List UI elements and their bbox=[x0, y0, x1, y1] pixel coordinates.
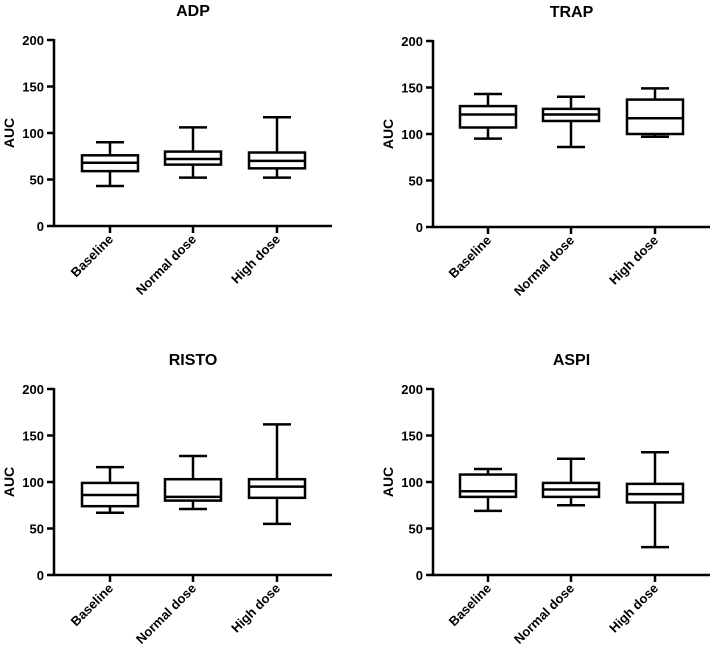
risto-y-axis-label: AUC bbox=[1, 467, 17, 497]
aspi-box-high-dose bbox=[625, 450, 685, 549]
risto-y-tick-label: 0 bbox=[37, 568, 44, 583]
iqr-box bbox=[625, 98, 685, 136]
aspi-title: ASPI bbox=[553, 352, 590, 369]
trap-y-tick-label: 100 bbox=[401, 127, 423, 142]
aspi-y-axis-label: AUC bbox=[380, 467, 396, 497]
trap-title: TRAP bbox=[550, 4, 594, 21]
trap-category-label: Baseline bbox=[446, 233, 494, 281]
iqr-box bbox=[163, 477, 223, 502]
risto-y-tick-label: 100 bbox=[22, 475, 44, 490]
trap-y-tick-label: 150 bbox=[401, 81, 423, 96]
adp-y-axis-label: AUC bbox=[1, 118, 17, 148]
adp-y-tick-label: 200 bbox=[22, 33, 44, 48]
aspi-y-tick-label: 100 bbox=[401, 475, 423, 490]
risto-category-label: Normal dose bbox=[133, 581, 199, 647]
trap-box-high-dose bbox=[625, 87, 685, 139]
iqr-box bbox=[247, 477, 307, 500]
adp-y-tick-label: 50 bbox=[30, 173, 44, 188]
panel-adp: ADP AUC 0 50 100 150 200 Baseline Normal dose Hig… bbox=[1, 3, 332, 298]
adp-category-label: Baseline bbox=[68, 232, 116, 280]
trap-y-tick-label: 200 bbox=[401, 34, 423, 49]
panel-aspi: ASPI AUC 0 50 100 150 200 Baseline Normal dose Hi… bbox=[380, 352, 710, 647]
adp-y-tick-label: 100 bbox=[22, 126, 44, 141]
aspi-y-tick-label: 0 bbox=[416, 568, 423, 583]
trap-category-label: Normal dose bbox=[511, 233, 577, 299]
adp-box-normal-dose bbox=[163, 126, 223, 179]
risto-box-normal-dose bbox=[163, 454, 223, 511]
aspi-y-tick-label: 150 bbox=[401, 429, 423, 444]
aspi-category-label: Normal dose bbox=[511, 581, 577, 647]
iqr-box bbox=[458, 104, 518, 129]
risto-box-baseline bbox=[80, 465, 140, 514]
risto-title: RISTO bbox=[169, 352, 218, 369]
trap-category-label: High dose bbox=[606, 233, 661, 288]
trap-y-tick-label: 0 bbox=[416, 220, 423, 235]
risto-box-high-dose bbox=[247, 423, 307, 526]
trap-box-normal-dose bbox=[541, 95, 601, 149]
adp-category-label: Normal dose bbox=[133, 232, 199, 298]
trap-y-tick-label: 50 bbox=[409, 174, 423, 189]
trap-box-baseline bbox=[458, 92, 518, 140]
risto-category-label: Baseline bbox=[68, 581, 116, 629]
panel-trap: TRAP AUC 0 50 100 150 200 Baseline Normal dose Hi… bbox=[380, 4, 710, 299]
risto-y-tick-label: 50 bbox=[30, 522, 44, 537]
trap-y-axis-label: AUC bbox=[380, 119, 396, 149]
adp-y-tick-label: 0 bbox=[37, 219, 44, 234]
adp-y-tick-label: 150 bbox=[22, 80, 44, 95]
aspi-category-label: Baseline bbox=[446, 581, 494, 629]
adp-title: ADP bbox=[176, 3, 210, 20]
panel-risto: RISTO AUC 0 50 100 150 200 Baseline Normal dose H… bbox=[1, 352, 332, 647]
aspi-box-baseline bbox=[458, 467, 518, 513]
iqr-box bbox=[458, 473, 518, 499]
adp-box-high-dose bbox=[247, 115, 307, 179]
aspi-y-tick-label: 200 bbox=[401, 382, 423, 397]
aspi-y-tick-label: 50 bbox=[409, 522, 423, 537]
adp-box-baseline bbox=[80, 141, 140, 188]
aspi-box-normal-dose bbox=[541, 457, 601, 507]
aspi-category-label: High dose bbox=[606, 581, 661, 636]
risto-y-tick-label: 150 bbox=[22, 429, 44, 444]
risto-category-label: High dose bbox=[228, 581, 283, 636]
adp-category-label: High dose bbox=[228, 232, 283, 287]
risto-y-tick-label: 200 bbox=[22, 382, 44, 397]
